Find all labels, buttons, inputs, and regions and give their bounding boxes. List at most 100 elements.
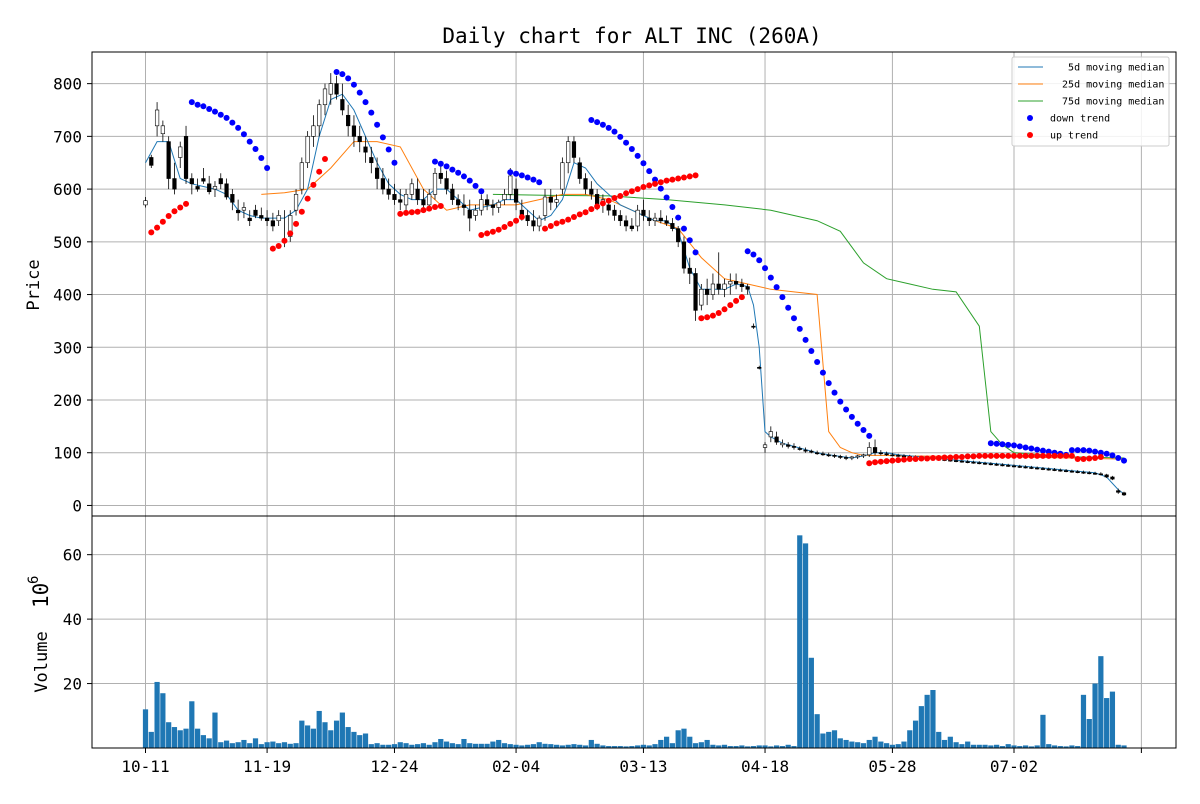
volume-bar: [779, 746, 786, 748]
candle-body: [687, 267, 692, 274]
candle-body: [1069, 470, 1074, 473]
candle-body: [647, 217, 652, 222]
volume-bar: [1121, 745, 1127, 748]
volume-bar: [310, 728, 317, 748]
candle-body: [606, 204, 611, 211]
candle: [236, 199, 241, 221]
candle: [676, 226, 681, 248]
down-trend-dot: [640, 160, 647, 167]
candle: [815, 450, 820, 455]
down-trend-dot: [1121, 457, 1128, 464]
volume-bar: [426, 744, 432, 748]
candle: [1029, 465, 1034, 470]
candle-body: [218, 178, 223, 185]
volume-bar: [241, 739, 247, 748]
candle-body: [531, 220, 536, 227]
volume-bar: [420, 743, 427, 748]
candle-body: [183, 136, 189, 179]
down-trend-dot: [785, 304, 792, 311]
candle-body: [560, 162, 565, 190]
candle: [1092, 471, 1098, 475]
volume-bar: [878, 741, 884, 748]
candle: [1075, 470, 1080, 474]
up-trend-dot: [727, 302, 734, 309]
legend: 5d moving median 25d moving median 75d m…: [1011, 56, 1170, 147]
down-trend-dot: [524, 174, 531, 181]
candle: [768, 426, 773, 443]
candle: [415, 178, 420, 205]
down-trend-dot: [374, 121, 381, 128]
volume-bar: [1046, 744, 1052, 748]
candle-body: [722, 283, 727, 290]
candle: [542, 189, 548, 221]
candle-body: [432, 172, 438, 195]
volume-bar: [276, 743, 282, 748]
candle: [143, 197, 148, 208]
candle-body: [699, 288, 704, 306]
volume-bar: [559, 745, 565, 748]
candle: [1052, 468, 1057, 472]
up-trend-dot: [958, 453, 965, 460]
x-tick-label: 05-28: [868, 757, 916, 776]
candle-body: [705, 288, 710, 295]
up-trend-dot: [715, 310, 722, 316]
price-y-tick-label: 500: [53, 233, 82, 252]
price-y-tick-label: 600: [53, 180, 82, 199]
volume-bar: [571, 744, 577, 748]
candle: [878, 450, 883, 456]
volume-bar: [611, 746, 618, 748]
candle: [1040, 466, 1046, 471]
volume-bar: [675, 730, 681, 748]
candle: [728, 273, 733, 295]
candle-body: [1064, 470, 1069, 472]
candle-body: [670, 223, 675, 229]
candle: [652, 212, 658, 226]
candle-body: [896, 455, 901, 457]
candle: [525, 210, 530, 226]
candle-body: [166, 141, 171, 179]
volume-y-tick-label: 40: [63, 610, 82, 629]
up-trend-dot: [588, 206, 595, 213]
candle-body: [1017, 466, 1022, 468]
volume-bar: [1005, 744, 1011, 748]
down-trend-dot: [814, 359, 821, 366]
price-y-tick-label: 800: [53, 75, 82, 94]
volume-bar: [345, 727, 351, 748]
candle: [363, 136, 368, 163]
volume-bar: [617, 746, 623, 748]
candle: [623, 215, 629, 232]
volume-bar: [1017, 746, 1023, 748]
up-trend-dot: [912, 456, 919, 463]
volume-bar: [351, 731, 357, 748]
candle: [994, 462, 999, 466]
down-trend-dot: [1022, 444, 1029, 451]
down-trend-dot: [443, 163, 450, 170]
volume-bar: [733, 746, 739, 748]
candle-body: [1075, 471, 1080, 474]
down-trend-dot: [206, 105, 213, 112]
up-trend-dot: [1034, 452, 1041, 459]
volume-bar: [1098, 656, 1104, 748]
up-trend-dot: [408, 209, 415, 216]
candle: [340, 83, 345, 116]
candle-body: [1006, 465, 1011, 467]
candle-body: [855, 455, 860, 458]
down-trend-dot: [652, 176, 659, 183]
candle: [739, 278, 744, 292]
down-trend-dot: [646, 168, 653, 175]
down-trend-dot: [802, 336, 809, 343]
legend-box: [1011, 56, 1170, 147]
volume-bar: [536, 742, 542, 748]
candle-body: [496, 201, 501, 208]
up-trend-dot: [154, 224, 161, 231]
candle: [710, 273, 716, 300]
candle-body: [878, 452, 883, 455]
volume-bar: [820, 733, 826, 748]
candle: [647, 210, 652, 226]
price-y-tick-label: 0: [72, 496, 82, 515]
up-trend-dot: [507, 220, 514, 227]
down-trend-dot: [264, 165, 271, 171]
legend-dot-swatch: [1027, 115, 1033, 121]
volume-bar: [1069, 745, 1075, 748]
